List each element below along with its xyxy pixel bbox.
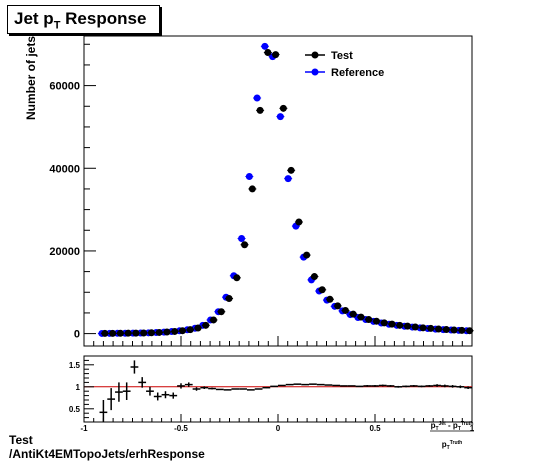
test-point [147,329,155,337]
x-tick-label: -0.5 [174,424,188,433]
test-point [210,316,218,324]
y-axis-label: Number of jets [24,36,38,120]
legend-label-test: Test [331,50,353,62]
test-point [380,319,388,327]
test-point [303,251,311,259]
test-point [404,322,412,330]
test-point [124,329,132,337]
test-point [310,273,318,281]
test-point [341,306,349,314]
test-point [450,326,458,334]
test-point [326,295,334,303]
y-tick-label: 20000 [49,246,80,258]
test-point [388,320,396,328]
test-point [396,321,404,329]
footer-label-path: /AntiKt4EMTopoJets/erhResponse [9,447,205,461]
test-point [295,218,303,226]
reference-point [238,235,246,243]
test-point [287,166,295,174]
test-point [318,286,326,294]
test-point [109,329,117,337]
test-point [101,329,109,337]
ratio-plot-frame [83,355,473,423]
x-tick-label: 0 [276,424,281,433]
test-point [155,328,163,336]
test-point [116,329,124,337]
test-point [272,51,280,59]
y-tick-label: 0 [74,329,80,341]
test-point [427,324,435,332]
x-axis-label-denominator: pTTruth [442,440,462,451]
main-plot-frame [83,35,473,347]
title-rest: Response [60,9,147,28]
reference-point [253,94,261,102]
test-point [248,185,256,193]
x-axis-label-numerator: pTJet - pTTruth [431,421,474,432]
x-tick-label: 1 [470,424,475,433]
title-box: Jet pT Response [7,5,160,34]
x-tick-label: 0.5 [369,424,381,433]
test-point [186,326,194,334]
legend-label-reference: Reference [331,67,384,79]
reference-point [276,113,284,121]
chart-title: Jet pT Response [14,9,146,31]
test-point [466,327,474,335]
test-point [349,310,357,318]
test-point [256,106,264,114]
reference-point [261,42,269,50]
title-sub: T [53,19,61,32]
test-point [373,317,380,325]
ratio-y-tick-label: 1.5 [69,361,81,370]
test-point [163,328,171,336]
test-point [140,329,148,337]
y-tick-label: 60000 [49,81,80,93]
legend-marker-test [311,51,319,59]
test-point [171,327,179,335]
test-point [334,302,342,310]
title-main: Jet p [14,9,54,28]
reference-point [284,175,292,183]
main-plot: 0 20000 40000 60000 Number of jets Test Refere… [24,35,474,347]
test-point [241,241,249,249]
test-point [419,324,427,332]
test-point [279,104,287,112]
footer-label-test: Test [9,433,33,447]
test-point [411,323,419,331]
reference-point [245,173,253,181]
ratio-y-tick-label: 1 [76,383,81,392]
test-point [225,294,233,302]
test-point [264,49,272,57]
test-point [233,274,241,282]
x-tick-label: -1 [80,424,88,433]
test-point [435,325,443,333]
legend-marker-reference [311,68,319,76]
y-tick-label: 40000 [49,163,80,175]
test-point [202,321,210,329]
test-point [365,316,373,324]
test-point [458,326,466,334]
test-point [442,326,450,334]
test-point [194,324,202,332]
ratio-y-tick-label: 0.5 [69,405,81,414]
test-point [357,313,365,321]
test-point [179,327,186,335]
test-point [217,308,225,316]
test-point [132,329,140,337]
